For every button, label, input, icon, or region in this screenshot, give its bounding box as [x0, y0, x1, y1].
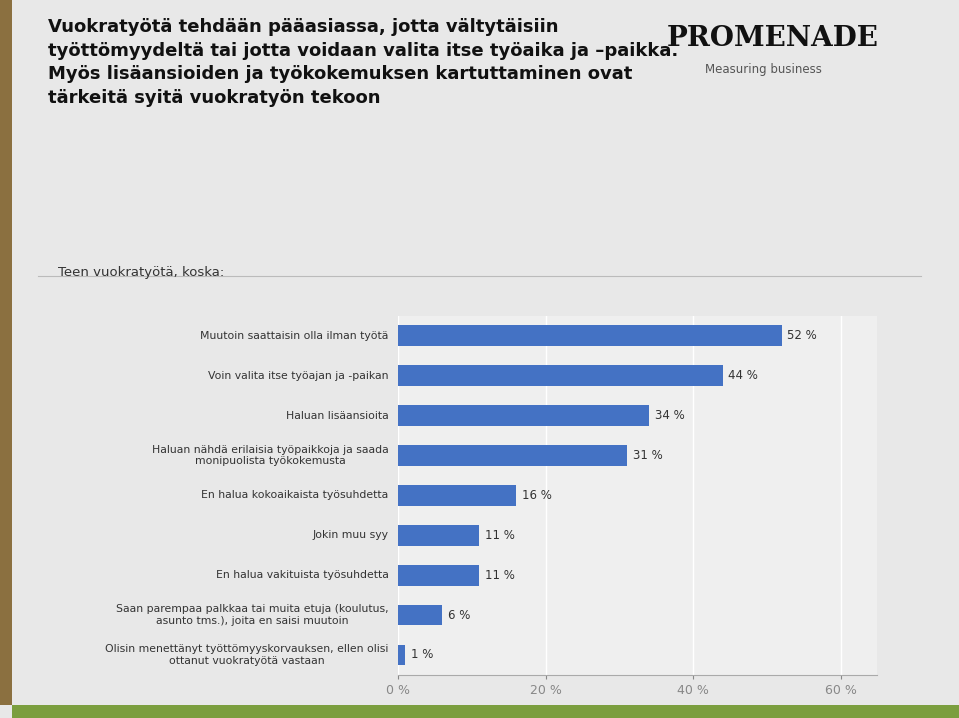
- Text: PROMENADE: PROMENADE: [667, 25, 878, 52]
- Text: En halua kokoaikaista työsuhdetta: En halua kokoaikaista työsuhdetta: [201, 490, 388, 500]
- Text: Myös lisäansioiden ja työkokemuksen kartuttaminen ovat: Myös lisäansioiden ja työkokemuksen kart…: [48, 65, 632, 83]
- Text: työttömyydeltä tai jotta voidaan valita itse työaika ja –paikka.: työttömyydeltä tai jotta voidaan valita …: [48, 42, 678, 60]
- Bar: [398, 325, 782, 346]
- Text: 34 %: 34 %: [655, 409, 685, 422]
- Text: En halua vakituista työsuhdetta: En halua vakituista työsuhdetta: [216, 570, 388, 580]
- Text: 31 %: 31 %: [633, 449, 663, 462]
- Text: 11 %: 11 %: [485, 529, 515, 542]
- Text: 44 %: 44 %: [729, 369, 759, 382]
- Text: Olisin menettänyt työttömyyskorvauksen, ellen olisi
ottanut vuokratyötä vastaan: Olisin menettänyt työttömyyskorvauksen, …: [105, 644, 388, 666]
- Bar: [398, 605, 442, 625]
- Bar: [398, 405, 649, 426]
- Text: 1 %: 1 %: [411, 648, 433, 661]
- Text: Haluan nähdä erilaisia työpaikkoja ja saada
monipuolista työkokemusta: Haluan nähdä erilaisia työpaikkoja ja sa…: [152, 444, 388, 466]
- Text: Teen vuokratyötä, koska:: Teen vuokratyötä, koska:: [58, 266, 223, 279]
- Bar: [398, 525, 480, 546]
- Bar: [398, 565, 480, 586]
- Text: Vuokratyötä tehdään pääasiassa, jotta vältytäisiin: Vuokratyötä tehdään pääasiassa, jotta vä…: [48, 18, 558, 36]
- Text: Voin valita itse työajan ja -paikan: Voin valita itse työajan ja -paikan: [208, 370, 388, 381]
- Text: Saan parempaa palkkaa tai muita etuja (koulutus,
asunto tms.), joita en saisi mu: Saan parempaa palkkaa tai muita etuja (k…: [116, 605, 388, 626]
- Text: tärkeitä syitä vuokratyön tekoon: tärkeitä syitä vuokratyön tekoon: [48, 89, 381, 107]
- Text: Haluan lisäansioita: Haluan lisäansioita: [286, 411, 388, 421]
- Text: Muutoin saattaisin olla ilman työtä: Muutoin saattaisin olla ilman työtä: [200, 331, 388, 341]
- Text: 52 %: 52 %: [787, 330, 817, 342]
- Text: Measuring business: Measuring business: [705, 63, 822, 76]
- Bar: [398, 445, 626, 466]
- Bar: [398, 365, 722, 386]
- Text: 6 %: 6 %: [448, 609, 471, 622]
- Text: 16 %: 16 %: [522, 489, 551, 502]
- Text: 11 %: 11 %: [485, 569, 515, 582]
- Bar: [398, 645, 406, 666]
- Bar: [398, 485, 516, 505]
- Text: Jokin muu syy: Jokin muu syy: [313, 531, 388, 541]
